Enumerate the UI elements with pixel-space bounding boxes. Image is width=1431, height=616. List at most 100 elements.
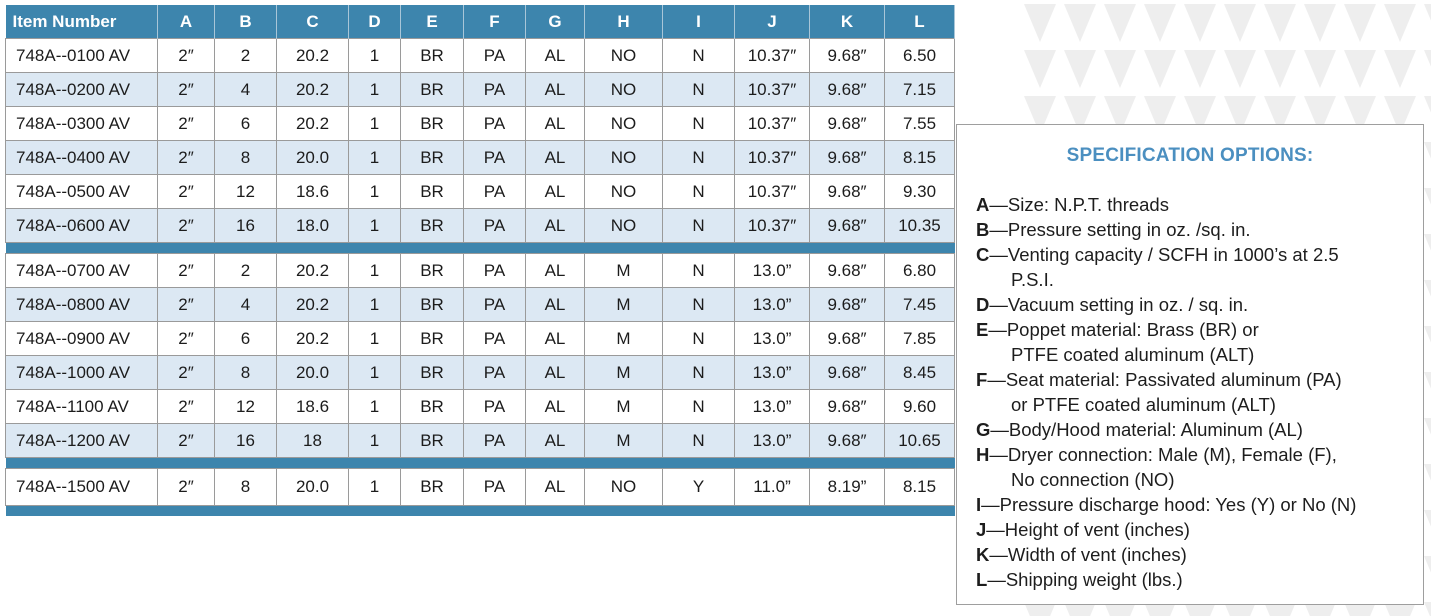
- table-cell: 13.0”: [734, 253, 810, 288]
- table-cell: BR: [400, 140, 464, 175]
- table-cell: 9.68″: [809, 321, 885, 356]
- table-cell: 18.0: [276, 208, 349, 243]
- spec-option-continuation: P.S.I.: [1011, 269, 1054, 290]
- separator-bar: [5, 457, 955, 469]
- separator-bar: [5, 242, 955, 254]
- pattern-triangle: [1264, 4, 1296, 42]
- spec-option-item: E—Poppet material: Brass (BR) or PTFE coa…: [976, 317, 1416, 367]
- pattern-triangle: [1144, 4, 1176, 42]
- table-cell: 1: [348, 253, 401, 288]
- column-header: I: [662, 5, 735, 39]
- table-cell: 2: [214, 253, 277, 288]
- column-header: H: [584, 5, 663, 39]
- table-cell: 10.35: [884, 208, 955, 243]
- column-header: E: [400, 5, 464, 39]
- spec-option-continuation: or PTFE coated aluminum (ALT): [1011, 394, 1276, 415]
- column-header: D: [348, 5, 401, 39]
- pattern-triangle: [1024, 50, 1056, 88]
- table-cell: 20.0: [276, 140, 349, 175]
- column-header: B: [214, 5, 277, 39]
- table-cell: 1: [348, 423, 401, 458]
- table-cell: 1: [348, 38, 401, 73]
- table-cell: 1: [348, 321, 401, 356]
- table-cell: 9.68″: [809, 140, 885, 175]
- table-cell: 10.37″: [734, 38, 810, 73]
- group-separator: [5, 505, 955, 516]
- pattern-triangle: [1424, 96, 1431, 113]
- spec-option-key: E: [976, 319, 989, 340]
- table-cell: 9.68″: [809, 355, 885, 390]
- table-cell: 6: [214, 106, 277, 141]
- table-cell: 20.2: [276, 287, 349, 322]
- table-cell: BR: [400, 72, 464, 107]
- table-cell: N: [662, 174, 735, 209]
- table-cell: AL: [525, 287, 585, 322]
- spec-option-continuation: No connection (NO): [1011, 469, 1175, 490]
- table-cell: 8: [214, 468, 277, 506]
- table-cell: N: [662, 389, 735, 424]
- table-cell: AL: [525, 253, 585, 288]
- pattern-triangle: [1344, 50, 1376, 88]
- table-cell: 10.37″: [734, 106, 810, 141]
- table-cell: 18.6: [276, 389, 349, 424]
- spec-option-continuation: PTFE coated aluminum (ALT): [1011, 344, 1255, 365]
- table-cell: PA: [463, 321, 526, 356]
- table-cell: AL: [525, 389, 585, 424]
- table-cell: 13.0”: [734, 423, 810, 458]
- table-cell: PA: [463, 140, 526, 175]
- table-cell: 7.15: [884, 72, 955, 107]
- pattern-triangle: [1424, 4, 1431, 21]
- item-number-cell: 748A--1200 AV: [5, 423, 158, 458]
- table-cell: BR: [400, 106, 464, 141]
- item-number-cell: 748A--0900 AV: [5, 321, 158, 356]
- table-cell: BR: [400, 389, 464, 424]
- table-cell: M: [584, 287, 663, 322]
- table-cell: BR: [400, 468, 464, 506]
- spec-option-key: I: [976, 494, 982, 515]
- table-cell: 1: [348, 174, 401, 209]
- table-cell: BR: [400, 321, 464, 356]
- spec-option-item: K—Width of vent (inches): [976, 542, 1416, 567]
- pattern-triangle: [1424, 234, 1431, 251]
- spec-option-key: B: [976, 219, 990, 240]
- table-cell: BR: [400, 287, 464, 322]
- spec-option-text: —Body/Hood material: Aluminum (AL): [990, 419, 1303, 440]
- table-cell: 10.37″: [734, 208, 810, 243]
- pattern-triangle: [1024, 4, 1056, 42]
- spec-option-text: —Venting capacity / SCFH in 1000’s at 2.…: [989, 244, 1339, 265]
- table-cell: 2″: [157, 389, 215, 424]
- item-number-cell: 748A--0400 AV: [5, 140, 158, 175]
- table-cell: 2: [214, 38, 277, 73]
- table-cell: PA: [463, 72, 526, 107]
- pattern-triangle: [1184, 96, 1216, 134]
- pattern-triangle: [1384, 602, 1416, 616]
- item-number-cell: 748A--1000 AV: [5, 355, 158, 390]
- pattern-triangle: [1424, 602, 1431, 616]
- column-header: C: [276, 5, 349, 39]
- table-cell: AL: [525, 140, 585, 175]
- table-cell: 10.65: [884, 423, 955, 458]
- pattern-triangle: [1384, 4, 1416, 42]
- table-cell: AL: [525, 38, 585, 73]
- table-cell: M: [584, 355, 663, 390]
- pattern-triangle: [1024, 602, 1056, 616]
- table-cell: AL: [525, 355, 585, 390]
- table-cell: 2″: [157, 38, 215, 73]
- item-number-cell: 748A--0600 AV: [5, 208, 158, 243]
- table-cell: 18.6: [276, 174, 349, 209]
- table-cell: N: [662, 321, 735, 356]
- table-cell: NO: [584, 140, 663, 175]
- pattern-triangle: [1224, 602, 1256, 616]
- table-cell: 8.15: [884, 140, 955, 175]
- table-cell: 1: [348, 389, 401, 424]
- table-cell: NO: [584, 72, 663, 107]
- table-cell: 2″: [157, 355, 215, 390]
- table-cell: 1: [348, 355, 401, 390]
- pattern-triangle: [1424, 510, 1431, 527]
- table-cell: PA: [463, 106, 526, 141]
- table-row: 748A--0900 AV 2″ 6 20.2 1 BR PA AL M N 13.0” 9.68″ 7…: [5, 321, 955, 356]
- pattern-triangle: [1344, 602, 1376, 616]
- pattern-triangle: [1304, 96, 1336, 134]
- spec-option-item: F—Seat material: Passivated aluminum (PA…: [976, 367, 1416, 417]
- pattern-triangle: [1264, 96, 1296, 134]
